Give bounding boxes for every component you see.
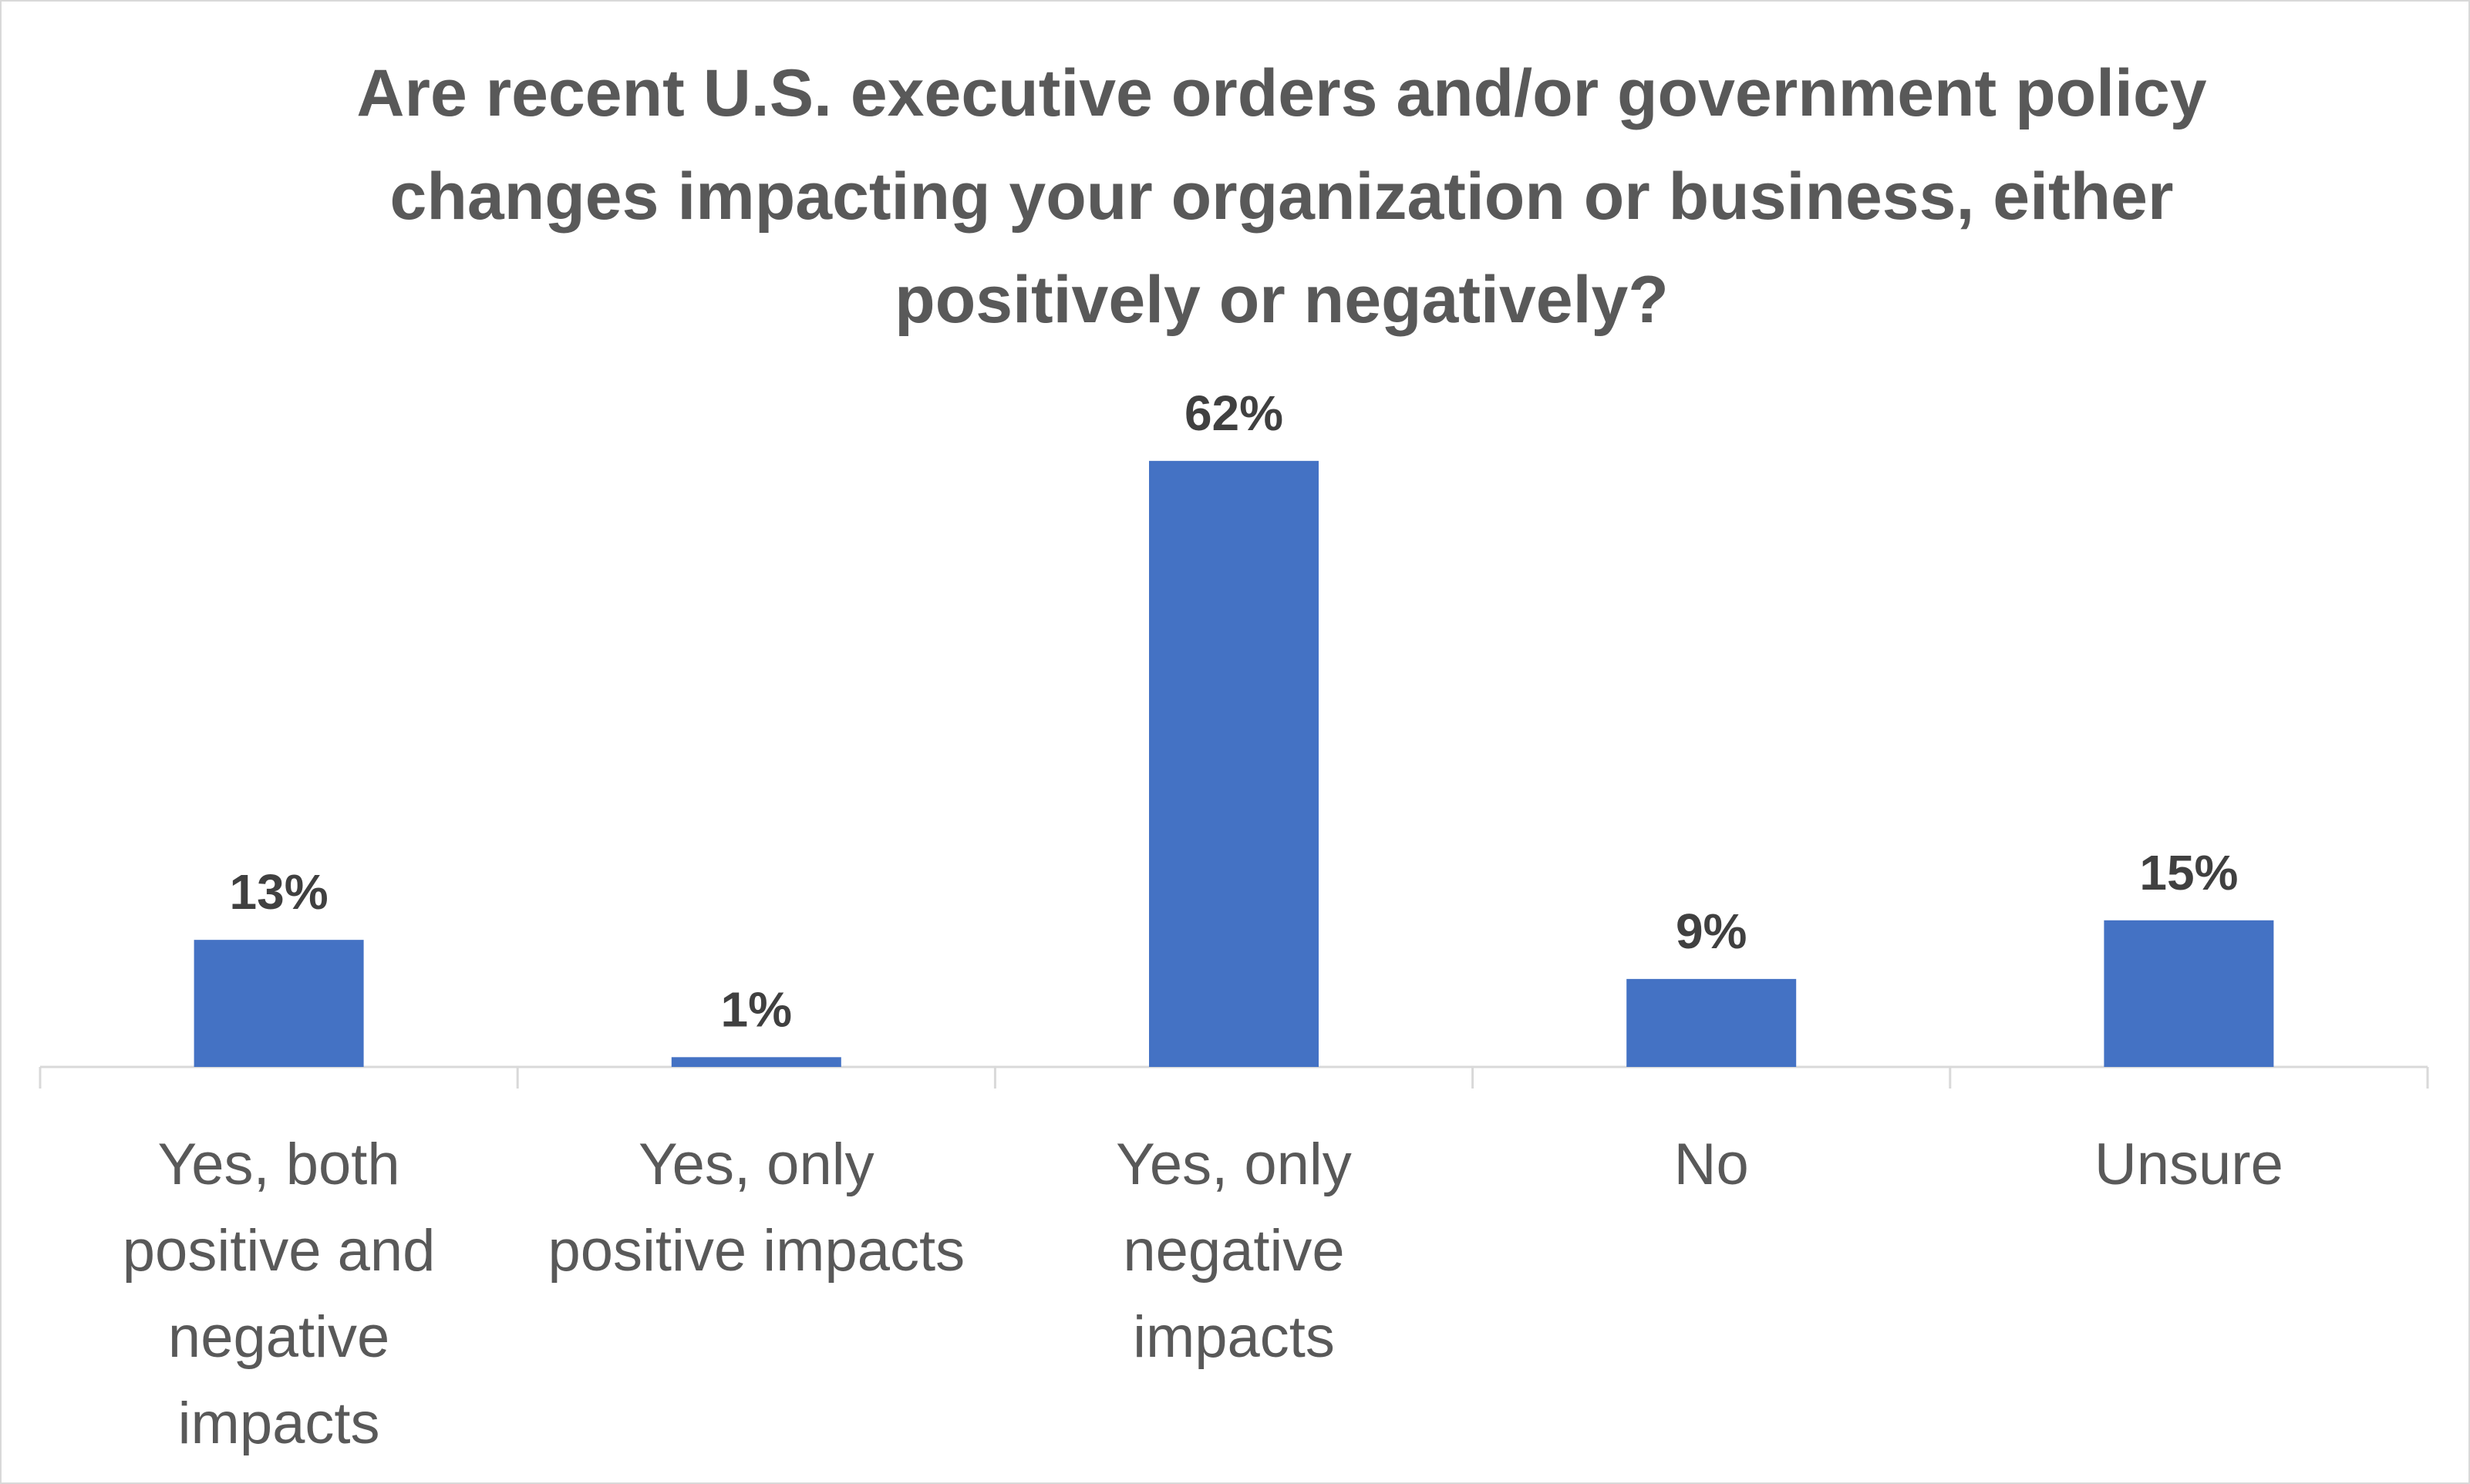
category-label: Yes, only positive impacts bbox=[548, 1132, 965, 1284]
data-label: 1% bbox=[721, 981, 793, 1037]
data-label: 13% bbox=[230, 864, 329, 920]
bar bbox=[2104, 920, 2274, 1067]
data-label: 62% bbox=[1184, 385, 1283, 441]
data-label: 9% bbox=[1676, 904, 1747, 959]
category-label: No bbox=[1673, 1132, 1749, 1197]
bar bbox=[671, 1057, 841, 1067]
bar bbox=[1626, 978, 1797, 1067]
bar bbox=[1149, 460, 1319, 1067]
category-label: Yes, only negative impacts bbox=[1116, 1132, 1352, 1370]
category-label: Unsure bbox=[2094, 1132, 2283, 1197]
category-label: Yes, both positive and negative impacts bbox=[122, 1132, 436, 1456]
chart-title: Are recent U.S. executive orders and/or … bbox=[356, 56, 2207, 337]
data-label: 15% bbox=[2139, 845, 2238, 900]
bar bbox=[194, 940, 364, 1067]
